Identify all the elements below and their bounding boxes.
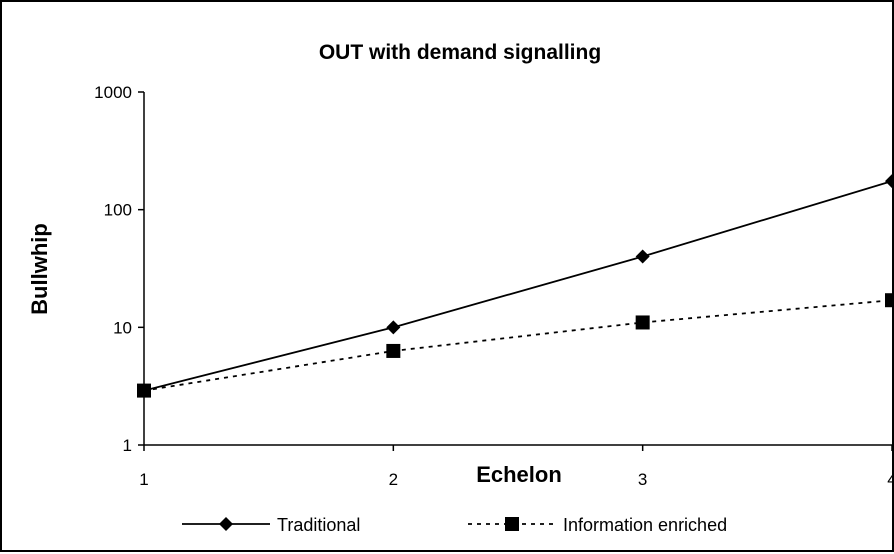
legend-marker-diamond: [219, 517, 233, 531]
series-1: [137, 174, 894, 398]
legend-item: Traditional: [182, 515, 360, 535]
x-tick-label: 1: [139, 470, 148, 489]
series-line: [143, 299, 893, 392]
x-tick-label: 4: [887, 470, 894, 489]
series-layer: [137, 174, 894, 398]
legend-item: Information enriched: [468, 515, 727, 535]
legend: Traditional Information enriched: [182, 515, 727, 535]
data-point-diamond: [885, 174, 894, 189]
y-tick-label: 1: [123, 436, 132, 455]
y-axis-title: Bullwhip: [27, 223, 52, 315]
x-axis-title: Echelon: [476, 462, 562, 487]
x-tick-label: 3: [638, 470, 647, 489]
x-tick-label: 2: [389, 470, 398, 489]
y-tick-label: 1000: [94, 83, 132, 102]
data-point-square: [885, 293, 894, 308]
data-point-diamond: [386, 320, 401, 335]
series-2: [137, 293, 894, 398]
series-line: [143, 180, 893, 392]
data-point-square: [386, 343, 401, 358]
y-tick-label: 10: [113, 318, 132, 337]
axes: 1 10 100 1000 1 2 3 4: [94, 83, 894, 489]
legend-marker-square: [505, 517, 519, 531]
data-point-diamond: [635, 249, 650, 264]
data-point-square: [137, 383, 151, 398]
y-tick-label: 100: [104, 201, 132, 220]
chart-title: OUT with demand signalling: [319, 41, 601, 64]
data-point-square: [635, 315, 650, 330]
legend-label: Traditional: [277, 515, 360, 535]
legend-label: Information enriched: [563, 515, 727, 535]
